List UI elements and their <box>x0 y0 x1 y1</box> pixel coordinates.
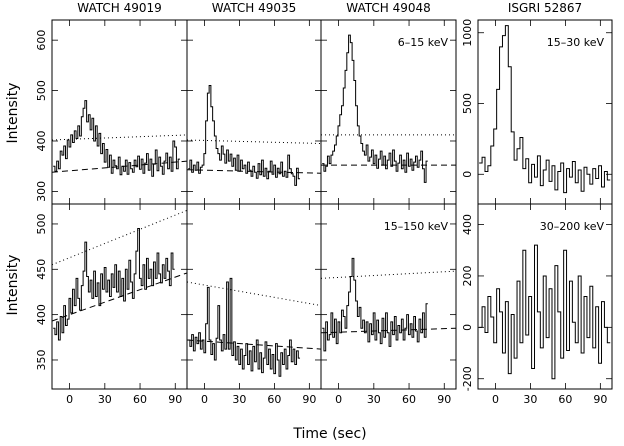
x-tick-label: 0 <box>66 393 73 406</box>
light-curve-series <box>188 85 301 186</box>
panel-isgri-high: 0 30 60 90 -200 0 200 400 30–200 keV <box>461 203 613 406</box>
upper-limit-dotted-line <box>187 281 321 307</box>
y-tick-label: 400 <box>35 304 48 325</box>
panel-plot-area <box>187 85 321 186</box>
background-dashed-line <box>187 339 321 350</box>
panel-title: WATCH 49019 <box>77 1 162 15</box>
x-tick-label: 60 <box>558 393 572 406</box>
x-tick-label: 30 <box>523 393 537 406</box>
background-dashed-line <box>52 160 187 173</box>
x-tick-label: 60 <box>267 393 281 406</box>
y-tick-label: 200 <box>461 265 474 286</box>
x-tick-label: 30 <box>232 393 246 406</box>
light-curve-series <box>479 244 611 380</box>
y-tick-label: 500 <box>35 80 48 101</box>
y-tick-label: 300 <box>35 181 48 202</box>
energy-band-label: 15–30 keV <box>547 36 605 49</box>
x-tick-label: 90 <box>302 393 316 406</box>
x-axis-title: Time (sec) <box>292 426 366 442</box>
light-curve-series <box>479 25 611 194</box>
light-curve-series <box>188 277 301 377</box>
upper-limit-dotted-line <box>52 134 187 141</box>
panel-plot-area <box>52 209 187 341</box>
panel-plot-area <box>187 277 321 377</box>
panel-plot-area <box>479 244 611 380</box>
x-tick-label: 90 <box>437 393 451 406</box>
upper-limit-dotted-line <box>187 139 321 145</box>
panel-w49048-low: WATCH 49048 6–15 keV <box>320 1 457 205</box>
panel-w49019-low: 300 400 500 600 WATCH 49019 <box>35 1 188 205</box>
light-curve-series <box>322 34 428 183</box>
upper-limit-dotted-line <box>52 209 187 266</box>
energy-band-label: 6–15 keV <box>398 36 449 49</box>
y-tick-label: 0 <box>461 171 474 178</box>
background-dashed-line <box>321 327 456 334</box>
x-tick-label: 0 <box>335 393 342 406</box>
y-axis-title-bottom: Intensity <box>5 255 21 316</box>
panel-title: WATCH 49035 <box>212 1 297 15</box>
x-tick-label: 30 <box>98 393 112 406</box>
y-axis-title-top: Intensity <box>5 83 21 144</box>
x-tick-label: 30 <box>367 393 381 406</box>
x-tick-label: 60 <box>402 393 416 406</box>
light-curve-series <box>53 227 175 341</box>
x-tick-label: 90 <box>168 393 182 406</box>
x-tick-label: 0 <box>201 393 208 406</box>
panel-frame <box>51 19 188 205</box>
y-tick-label: 400 <box>461 214 474 235</box>
background-dashed-line <box>52 272 187 322</box>
y-tick-label: 450 <box>35 259 48 280</box>
panel-w49035-high: 0 30 60 90 <box>186 203 322 406</box>
panel-plot-area <box>321 257 456 352</box>
x-tick-label: 90 <box>593 393 607 406</box>
y-tick-label: 400 <box>35 130 48 151</box>
y-tick-label: 1000 <box>461 19 474 47</box>
y-tick-label: 500 <box>35 213 48 234</box>
x-tick-label: 60 <box>133 393 147 406</box>
light-curve-series <box>322 257 428 352</box>
energy-band-label: 30–200 keV <box>540 220 605 233</box>
panel-title: WATCH 49048 <box>346 1 431 15</box>
x-tick-label: 0 <box>492 393 499 406</box>
y-tick-label: 350 <box>35 349 48 370</box>
panel-w49019-high: 0 30 60 90 350 400 450 500 <box>35 203 188 406</box>
energy-band-label: 15–150 keV <box>384 220 449 233</box>
y-tick-label: 0 <box>461 324 474 331</box>
y-tick-label: 600 <box>35 30 48 51</box>
upper-limit-dotted-line <box>321 270 456 279</box>
panel-plot-area <box>52 100 187 177</box>
panel-w49035-low: WATCH 49035 <box>186 1 322 205</box>
panel-frame <box>477 203 613 390</box>
light-curve-series <box>53 100 180 177</box>
y-tick-label: 500 <box>461 93 474 114</box>
panel-plot-area <box>321 34 456 183</box>
panel-frame <box>320 203 457 390</box>
panel-title: ISGRI 52867 <box>508 1 582 15</box>
panel-w49048-high: 0 30 60 90 15–150 keV <box>320 203 457 406</box>
panel-plot-area <box>479 25 611 194</box>
y-tick-label: -200 <box>461 366 474 391</box>
background-dashed-line <box>187 169 321 174</box>
panel-isgri-low: 0 500 1000 ISGRI 52867 15–30 keV <box>461 1 613 205</box>
